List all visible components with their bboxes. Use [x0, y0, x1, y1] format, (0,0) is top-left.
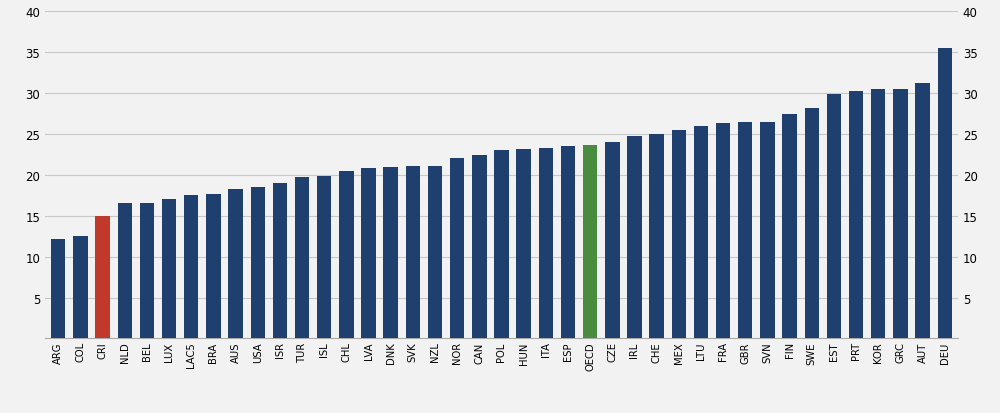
Bar: [273, 184, 287, 339]
Bar: [672, 131, 686, 339]
Bar: [716, 124, 730, 339]
Bar: [849, 92, 863, 339]
Bar: [162, 199, 176, 339]
Bar: [827, 95, 841, 339]
Bar: [893, 90, 908, 339]
Bar: [95, 216, 110, 339]
Bar: [627, 136, 642, 339]
Bar: [583, 145, 597, 339]
Bar: [738, 123, 752, 339]
Bar: [805, 109, 819, 339]
Bar: [428, 166, 442, 339]
Bar: [494, 151, 509, 339]
Bar: [472, 155, 487, 339]
Bar: [73, 237, 88, 339]
Bar: [118, 203, 132, 339]
Bar: [339, 171, 354, 339]
Bar: [539, 149, 553, 339]
Bar: [383, 167, 398, 339]
Bar: [760, 123, 775, 339]
Bar: [694, 127, 708, 339]
Bar: [871, 90, 885, 339]
Bar: [915, 84, 930, 339]
Bar: [206, 194, 221, 339]
Bar: [51, 239, 65, 339]
Bar: [140, 203, 154, 339]
Bar: [251, 188, 265, 339]
Bar: [516, 150, 531, 339]
Bar: [938, 49, 952, 339]
Bar: [228, 190, 243, 339]
Bar: [605, 143, 620, 339]
Bar: [406, 166, 420, 339]
Bar: [184, 196, 198, 339]
Bar: [649, 135, 664, 339]
Bar: [295, 177, 309, 339]
Bar: [450, 159, 464, 339]
Bar: [561, 147, 575, 339]
Bar: [317, 176, 331, 339]
Bar: [361, 168, 376, 339]
Bar: [782, 114, 797, 339]
